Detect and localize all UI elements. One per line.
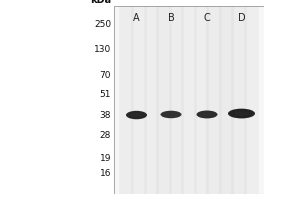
Ellipse shape (196, 111, 218, 118)
Text: 38: 38 (100, 111, 111, 120)
Text: 28: 28 (100, 131, 111, 140)
Text: C: C (204, 13, 210, 23)
Text: 250: 250 (94, 20, 111, 29)
Text: 16: 16 (100, 169, 111, 178)
Text: 130: 130 (94, 45, 111, 54)
Ellipse shape (228, 109, 255, 118)
Text: B: B (168, 13, 174, 23)
Ellipse shape (126, 111, 147, 119)
Ellipse shape (165, 113, 177, 116)
Ellipse shape (160, 111, 182, 118)
Text: A: A (133, 13, 140, 23)
Text: 19: 19 (100, 154, 111, 163)
Text: D: D (238, 13, 245, 23)
Text: 70: 70 (100, 71, 111, 80)
Ellipse shape (131, 113, 142, 117)
Text: 51: 51 (100, 90, 111, 99)
Ellipse shape (234, 111, 249, 116)
Ellipse shape (201, 113, 213, 116)
Text: kDa: kDa (90, 0, 111, 5)
